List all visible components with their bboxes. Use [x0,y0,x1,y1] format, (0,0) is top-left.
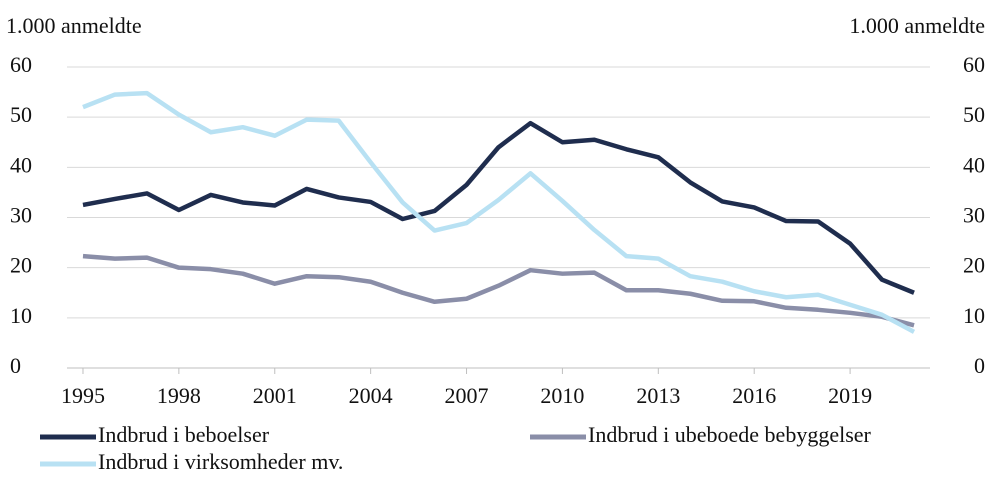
x-tick-label: 2007 [445,383,489,408]
legend-label: Indbrud i virksomheder mv. [98,449,343,474]
y-tick-label: 20 [10,253,32,278]
legend-label: Indbrud i beboelser [98,422,270,447]
series-line [82,90,916,334]
y2-tick-label: 50 [963,102,985,127]
x-tick-label: 1995 [61,383,105,408]
y-tick-label: 0 [10,353,21,378]
y2-tick-label: 10 [963,303,985,328]
y-tick-label: 60 [10,52,32,77]
x-tick-label: 2004 [349,383,393,408]
y-tick-label: 30 [10,203,32,228]
y-axis-title: 1.000 anmeldte [6,13,142,38]
y2-tick-label: 20 [963,253,985,278]
x-tick-label: 1998 [157,383,201,408]
y-tick-label: 10 [10,303,32,328]
series-line [82,120,915,295]
series-line [82,253,915,328]
y2-tick-label: 30 [963,203,985,228]
x-tick-label: 2013 [636,383,680,408]
y-tick-label: 40 [10,152,32,177]
x-tick-label: 2016 [732,383,776,408]
x-tick-label: 2019 [828,383,872,408]
legend-label: Indbrud i ubeboede bebyggelser [588,422,872,447]
x-tick-label: 2010 [540,383,584,408]
y2-tick-label: 40 [963,152,985,177]
y-tick-label: 50 [10,102,32,127]
y2-axis-title: 1.000 anmeldte [849,13,985,38]
y2-tick-label: 0 [974,353,985,378]
x-tick-label: 2001 [253,383,297,408]
y2-tick-label: 60 [963,52,985,77]
